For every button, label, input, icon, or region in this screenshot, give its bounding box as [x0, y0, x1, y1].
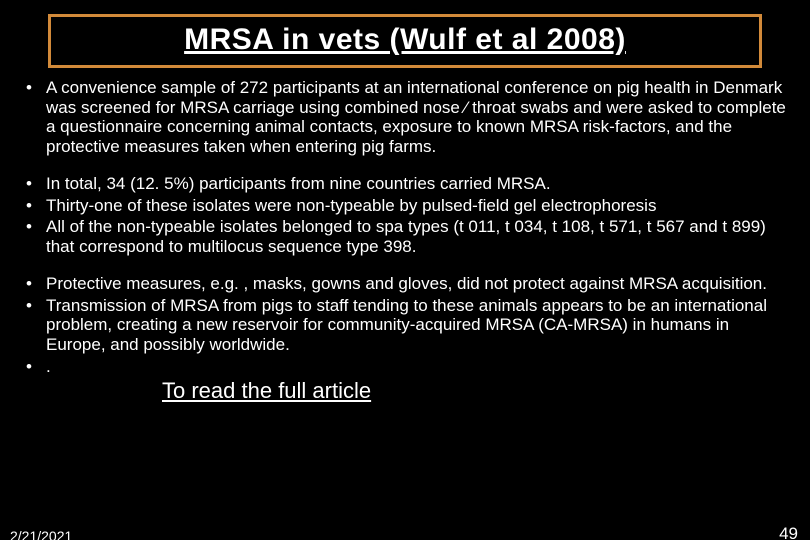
bullet-item: In total, 34 (12. 5%) participants from … [22, 174, 788, 194]
footer-date: 2/21/2021 [10, 528, 72, 540]
bullet-item: Protective measures, e.g. , masks, gowns… [22, 274, 788, 294]
bullet-group-2: Protective measures, e.g. , masks, gowns… [22, 274, 788, 376]
footer-page-number: 49 [779, 524, 798, 540]
bullet-item: Thirty-one of these isolates were non-ty… [22, 196, 788, 216]
slide-title: MRSA in vets (Wulf et al 2008) [184, 23, 626, 56]
bullet-item: . [22, 357, 788, 377]
article-link-row: To read the full article [22, 378, 788, 404]
group-gap [22, 158, 788, 174]
article-link[interactable]: To read the full article [162, 378, 371, 403]
bullet-item: A convenience sample of 272 participants… [22, 78, 788, 156]
title-box: MRSA in vets (Wulf et al 2008) [48, 14, 762, 68]
slide-content: A convenience sample of 272 participants… [0, 76, 810, 404]
bullet-item: All of the non-typeable isolates belonge… [22, 217, 788, 256]
bullet-item: Transmission of MRSA from pigs to staff … [22, 296, 788, 355]
group-gap [22, 258, 788, 274]
bullet-group-0: A convenience sample of 272 participants… [22, 78, 788, 156]
bullet-group-1: In total, 34 (12. 5%) participants from … [22, 174, 788, 256]
